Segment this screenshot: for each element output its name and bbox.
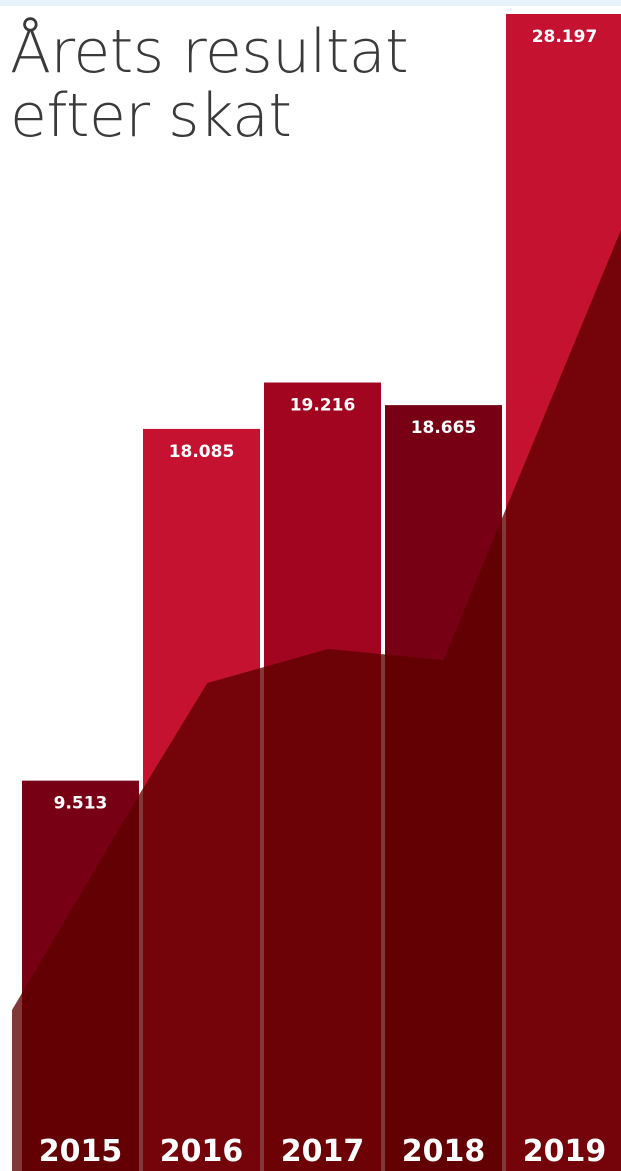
category-label-2018: 2018 — [402, 1134, 486, 1169]
trend-area — [12, 230, 621, 1171]
value-label-2018: 18.665 — [411, 418, 477, 438]
value-label-2019: 28.197 — [532, 27, 598, 47]
category-label-2017: 2017 — [281, 1134, 365, 1169]
category-label-2015: 2015 — [39, 1134, 123, 1169]
top-band — [0, 0, 621, 6]
value-label-2015: 9.513 — [54, 794, 108, 814]
value-label-2016: 18.085 — [169, 442, 235, 462]
chart-title: Årets resultat efter skat — [10, 17, 409, 151]
category-label-2019: 2019 — [523, 1134, 607, 1169]
value-label-2017: 19.216 — [290, 396, 356, 416]
category-label-2016: 2016 — [160, 1134, 244, 1169]
